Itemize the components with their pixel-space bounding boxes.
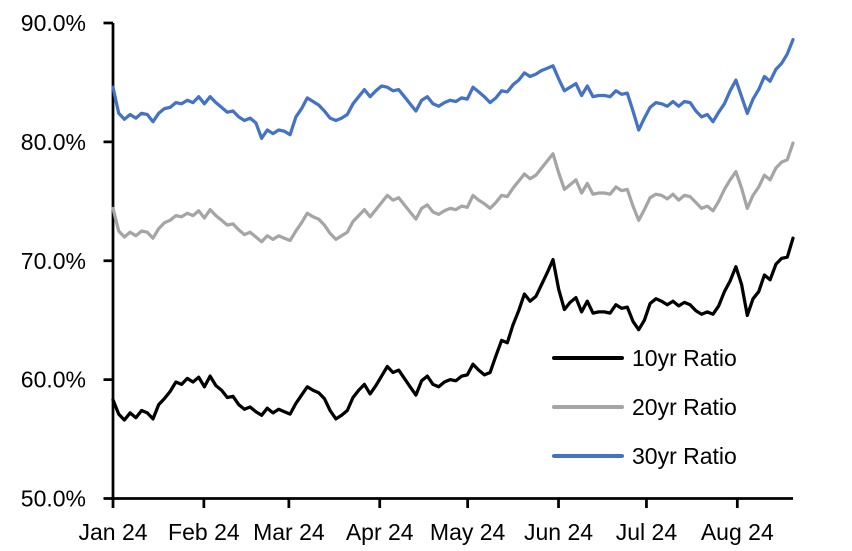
legend: 10yr Ratio 20yr Ratio 30yr Ratio xyxy=(552,343,737,471)
legend-label-10yr: 10yr Ratio xyxy=(632,345,737,371)
x-tick-label: Jun 24 xyxy=(524,519,593,545)
y-tick-label: 90.0% xyxy=(21,10,86,36)
legend-label-20yr: 20yr Ratio xyxy=(632,394,737,420)
y-tick-label: 80.0% xyxy=(21,129,86,155)
legend-item-10yr: 10yr Ratio xyxy=(552,343,737,373)
y-tick-label: 50.0% xyxy=(21,486,86,512)
legend-item-20yr: 20yr Ratio xyxy=(552,392,737,422)
x-tick-label: Mar 24 xyxy=(253,519,325,545)
y-tick-label: 60.0% xyxy=(21,367,86,393)
legend-label-30yr: 30yr Ratio xyxy=(632,443,737,469)
legend-swatch-20yr xyxy=(552,405,624,409)
legend-swatch-30yr xyxy=(552,454,624,458)
x-tick-label: Jan 24 xyxy=(78,519,147,545)
legend-swatch-10yr xyxy=(552,356,624,360)
x-tick-label: Jul 24 xyxy=(616,519,678,545)
x-tick-label: May 24 xyxy=(430,519,506,545)
series-line-20yr-ratio xyxy=(111,141,795,244)
x-tick-label: Aug 24 xyxy=(701,519,774,545)
y-tick-label: 70.0% xyxy=(21,248,86,274)
series-line-10yr-ratio xyxy=(111,236,795,422)
series-line-30yr-ratio xyxy=(111,37,795,140)
legend-item-30yr: 30yr Ratio xyxy=(552,441,737,471)
x-tick-label: Apr 24 xyxy=(346,519,414,545)
x-tick-label: Feb 24 xyxy=(168,519,240,545)
